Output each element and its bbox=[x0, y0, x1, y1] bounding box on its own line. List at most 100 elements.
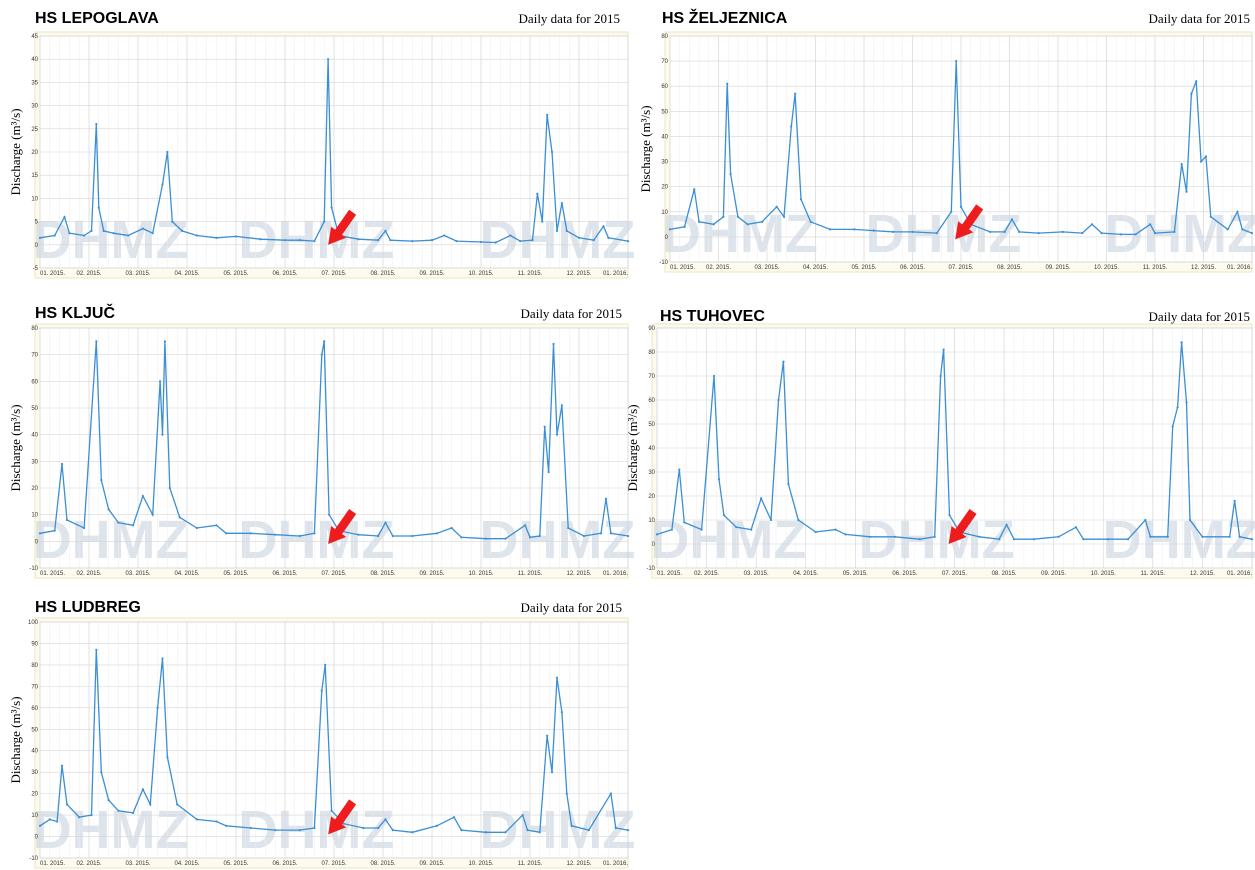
data-point bbox=[48, 818, 51, 821]
y-tick-label: 40 bbox=[31, 749, 38, 755]
x-tick-label: 08. 2015. bbox=[370, 571, 395, 577]
data-point bbox=[313, 239, 316, 243]
y-axis-label: Discharge (m³/s) bbox=[8, 696, 23, 783]
data-point bbox=[1188, 518, 1192, 522]
y-tick-label: 90 bbox=[648, 326, 655, 332]
data-point bbox=[166, 756, 169, 759]
x-tick-label: 10. 2015. bbox=[468, 271, 493, 277]
x-tick-label: 08. 2015. bbox=[370, 271, 395, 277]
data-point bbox=[56, 820, 59, 823]
data-point bbox=[729, 173, 732, 176]
data-point bbox=[1228, 535, 1231, 538]
data-point bbox=[555, 676, 559, 679]
data-point bbox=[1180, 341, 1183, 344]
data-point bbox=[1226, 228, 1229, 231]
x-tick-label: 05. 2015. bbox=[843, 571, 868, 577]
x-tick-label: 04. 2015. bbox=[803, 265, 828, 271]
data-point bbox=[313, 826, 316, 830]
data-point bbox=[1250, 232, 1254, 235]
data-point bbox=[1134, 233, 1137, 236]
data-point bbox=[195, 526, 198, 530]
data-point bbox=[161, 183, 164, 186]
data-point bbox=[844, 533, 847, 536]
data-point bbox=[1005, 523, 1008, 526]
data-point bbox=[799, 198, 803, 201]
data-point bbox=[1119, 233, 1123, 236]
data-point bbox=[1185, 401, 1188, 404]
data-point bbox=[1057, 535, 1060, 538]
data-point bbox=[161, 657, 164, 660]
x-tick-label: 09. 2015. bbox=[419, 571, 444, 577]
x-tick-label: 07. 2015. bbox=[321, 571, 346, 577]
data-line bbox=[39, 341, 629, 540]
data-point bbox=[411, 534, 414, 538]
data-point bbox=[342, 822, 345, 825]
data-point bbox=[178, 516, 181, 519]
data-point bbox=[259, 238, 262, 241]
chart-subtitle: Daily data for 2015 bbox=[521, 306, 622, 321]
chart-title: HS KLJUČ bbox=[35, 303, 115, 322]
data-point bbox=[377, 239, 380, 242]
x-tick-label: 08. 2015. bbox=[370, 861, 395, 867]
x-tick-label: 10. 2015. bbox=[468, 571, 493, 577]
data-point bbox=[948, 514, 951, 517]
x-tick-label: 08. 2015. bbox=[997, 265, 1022, 271]
data-point bbox=[538, 831, 541, 834]
data-point bbox=[330, 809, 333, 812]
data-point bbox=[163, 340, 167, 343]
data-point bbox=[117, 809, 120, 812]
y-tick-label: 50 bbox=[648, 422, 655, 428]
data-point bbox=[722, 215, 725, 218]
y-tick-label: 80 bbox=[31, 326, 38, 332]
data-point bbox=[484, 537, 487, 540]
data-point bbox=[546, 113, 549, 116]
x-tick-label: 12. 2015. bbox=[566, 861, 591, 867]
data-line bbox=[39, 649, 629, 834]
data-point bbox=[141, 494, 144, 498]
data-point bbox=[357, 533, 360, 536]
data-point bbox=[989, 230, 992, 233]
data-point bbox=[156, 706, 159, 709]
data-point bbox=[1250, 538, 1254, 541]
data-point bbox=[176, 803, 179, 806]
data-point bbox=[607, 236, 610, 239]
data-point bbox=[323, 340, 326, 343]
chart-subtitle: Daily data for 2015 bbox=[521, 600, 622, 615]
data-point bbox=[430, 239, 434, 242]
x-tick-label: 01. 2015. bbox=[670, 265, 695, 271]
data-point bbox=[717, 478, 721, 481]
y-tick-label: 0 bbox=[35, 539, 39, 545]
data-point bbox=[377, 534, 380, 538]
data-line bbox=[669, 61, 1253, 236]
data-point bbox=[53, 234, 56, 237]
y-tick-label: 10 bbox=[648, 518, 655, 524]
data-point bbox=[215, 820, 218, 823]
watermark: DHMZ bbox=[238, 800, 394, 860]
data-point bbox=[274, 533, 277, 536]
y-tick-label: 50 bbox=[31, 406, 38, 412]
data-point bbox=[484, 831, 487, 834]
y-tick-label: 45 bbox=[31, 34, 38, 40]
chart-title: HS LUDBREG bbox=[35, 599, 141, 616]
red-arrow bbox=[948, 509, 977, 544]
y-tick-label: 70 bbox=[31, 353, 38, 359]
y-tick-label: 25 bbox=[31, 127, 38, 133]
chart-subtitle: Daily data for 2015 bbox=[519, 11, 620, 26]
data-point bbox=[117, 521, 120, 524]
data-point bbox=[460, 536, 463, 539]
x-tick-label: 06. 2015. bbox=[892, 571, 917, 577]
x-tick-label: 01. 2016. bbox=[603, 271, 628, 277]
data-point bbox=[582, 534, 586, 538]
y-tick-label: 30 bbox=[31, 770, 38, 776]
y-axis-label: Discharge (m³/s) bbox=[638, 105, 653, 192]
data-point bbox=[455, 239, 458, 243]
data-point bbox=[225, 532, 228, 535]
x-tick-label: 09. 2015. bbox=[419, 271, 444, 277]
data-point bbox=[435, 824, 438, 827]
red-arrow bbox=[328, 509, 357, 544]
data-point bbox=[670, 528, 673, 531]
data-point bbox=[1149, 535, 1152, 538]
y-tick-label: 80 bbox=[661, 34, 668, 40]
data-point bbox=[38, 236, 42, 239]
